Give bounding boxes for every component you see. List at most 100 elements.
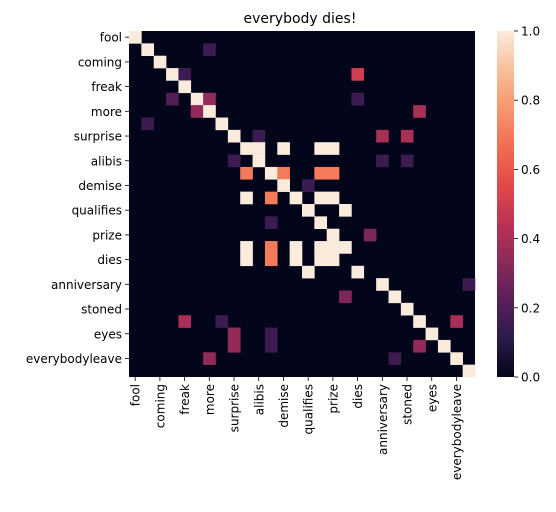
heatmap-cell <box>289 191 303 205</box>
heatmap-cell <box>351 92 365 106</box>
row-label: prize <box>92 228 122 242</box>
heatmap-cell <box>240 142 253 155</box>
heatmap-cell <box>264 327 278 341</box>
heatmap-cell <box>450 352 463 365</box>
colorbar-tick-label: 1.0 <box>521 25 540 39</box>
column-label: dies <box>351 384 365 409</box>
row-label: demise <box>78 179 122 193</box>
heatmap-cell <box>450 315 463 328</box>
heatmap-cell <box>462 278 476 291</box>
heatmap-cell <box>203 92 216 106</box>
heatmap-cell <box>400 154 414 168</box>
heatmap-cell <box>314 253 328 267</box>
heatmap-cell <box>326 241 340 254</box>
heatmap-cell <box>240 253 253 267</box>
column-label: freak <box>178 384 192 415</box>
heatmap-cell <box>351 68 365 81</box>
heatmap-cell <box>264 339 278 353</box>
heatmap-cell <box>289 241 303 254</box>
row-label: more <box>91 105 122 119</box>
colorbar: 0.0 0.2 0.4 0.6 0.8 1.0 <box>497 25 540 385</box>
heatmap-cell <box>227 154 241 168</box>
colorbar-tick-label: 0.0 <box>521 371 540 385</box>
column-label: anniversary <box>376 384 390 455</box>
row-label: alibis <box>91 154 122 168</box>
heatmap-cell <box>326 166 340 180</box>
heatmap-cell <box>314 142 328 155</box>
heatmap-cell <box>326 142 340 155</box>
heatmap-cell <box>289 253 303 267</box>
heatmap-cell <box>326 228 340 242</box>
column-label: more <box>203 384 217 415</box>
heatmap-cell <box>215 117 229 131</box>
heatmap-cells <box>129 31 476 378</box>
heatmap-cell <box>215 315 229 328</box>
heatmap-cell <box>178 315 192 328</box>
heatmap-cell <box>376 129 389 143</box>
heatmap-cell <box>264 241 278 254</box>
heatmap-cell <box>413 315 426 328</box>
heatmap-cell <box>190 105 204 118</box>
row-label: coming <box>78 55 122 69</box>
heatmap-cell <box>376 154 389 168</box>
heatmap-cell <box>178 68 192 81</box>
heatmap-cell <box>400 302 414 316</box>
row-label: dies <box>97 253 122 267</box>
heatmap-cell <box>264 253 278 267</box>
heatmap-cell <box>227 129 241 143</box>
row-label: freak <box>91 80 122 94</box>
heatmap-cell <box>166 92 179 106</box>
column-label: demise <box>277 384 291 428</box>
heatmap-cell <box>413 339 426 353</box>
heatmap-cell <box>227 339 241 353</box>
heatmap-cell <box>339 290 352 304</box>
colorbar-tick-label: 0.8 <box>521 94 540 108</box>
heatmap-cell <box>363 228 377 242</box>
heatmap-cell <box>190 92 204 106</box>
heatmap-cell <box>277 166 290 180</box>
column-label: surprise <box>228 384 242 432</box>
heatmap-cell <box>351 265 365 279</box>
column-label: qualifies <box>302 384 316 434</box>
heatmap-cell <box>302 204 315 217</box>
heatmap-cell <box>252 129 266 143</box>
column-label: alibis <box>252 384 266 415</box>
heatmap-cell <box>400 129 414 143</box>
heatmap-cell <box>129 31 142 44</box>
heatmap-cell <box>264 216 278 230</box>
column-label: stoned <box>401 384 415 425</box>
colorbar-gradient <box>497 31 514 377</box>
heatmap-cell <box>302 179 315 192</box>
colorbar-tick-label: 0.2 <box>521 301 540 315</box>
heatmap-cell <box>425 327 439 341</box>
heatmap-cell <box>252 154 266 168</box>
row-label: anniversary <box>51 278 122 292</box>
colorbar-tick-label: 0.6 <box>521 163 540 177</box>
heatmap-cell <box>240 241 253 254</box>
heatmap-cell <box>326 191 340 205</box>
heatmap-cell <box>388 290 402 304</box>
chart-title: everybody dies! <box>244 11 357 27</box>
heatmap-cell <box>141 117 155 131</box>
heatmap-cell <box>264 191 278 205</box>
row-label: everybodyleave <box>26 352 122 366</box>
heatmap-cell <box>240 191 253 205</box>
column-labels: fool coming freak more surprise alibis demise q… <box>129 377 464 480</box>
heatmap-cell <box>277 179 290 192</box>
row-labels: fool coming freak more surprise alibis demise q… <box>26 31 129 366</box>
column-label: fool <box>129 384 143 406</box>
heatmap-cell <box>141 43 155 57</box>
row-label: fool <box>100 31 122 45</box>
heatmap-cell <box>339 241 352 254</box>
heatmap-cell <box>203 352 216 365</box>
heatmap-cell <box>252 142 266 155</box>
row-label: qualifies <box>72 204 122 218</box>
heatmap-cell <box>166 68 179 81</box>
column-label: coming <box>153 384 167 428</box>
heatmap-cell <box>376 278 389 291</box>
heatmap-cell <box>178 80 192 94</box>
colorbar-tick-label: 0.4 <box>521 232 540 246</box>
heatmap-cell <box>203 105 216 118</box>
row-label: surprise <box>74 130 122 144</box>
